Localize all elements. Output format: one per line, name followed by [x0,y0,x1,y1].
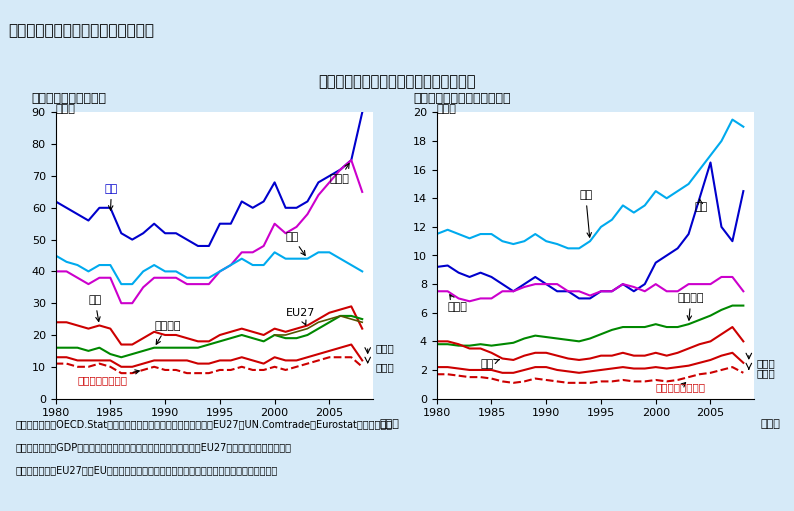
Text: 日本（輸出のみ）: 日本（輸出のみ） [78,370,139,385]
Text: 英国: 英国 [579,190,592,237]
Text: （％）: （％） [437,104,457,114]
Text: アメリカ: アメリカ [677,293,704,320]
Text: 日本: 日本 [88,295,102,321]
Text: 第２－１－９図　貿易開放度の推移: 第２－１－９図 貿易開放度の推移 [8,23,154,38]
Text: 韓国: 韓国 [105,184,118,210]
Text: 日本の貿易開放度は各国と比較して低い: 日本の貿易開放度は各国と比較して低い [318,74,476,89]
Text: 日本（輸出のみ）: 日本（輸出のみ） [656,382,706,392]
X-axis label: （年）: （年） [760,419,781,429]
Text: （備考）　１．OECD.Stat、内閣府「国民経済計算」により作成、EU27はUN.Comtrade、Eurostatにより作成。: （備考） １．OECD.Stat、内閣府「国民経済計算」により作成、EU27はU… [16,419,393,429]
Text: 韓国: 韓国 [694,199,707,212]
Text: （１）財の貿易開放度: （１）財の貿易開放度 [32,92,106,105]
Text: 輸出分: 輸出分 [376,362,394,372]
X-axis label: （年）: （年） [379,419,399,429]
Text: EU27: EU27 [286,308,315,325]
Text: ドイツ: ドイツ [448,295,468,312]
Text: 輸出分: 輸出分 [757,368,775,378]
Text: 日本: 日本 [480,359,499,369]
Text: 輸入分: 輸入分 [376,343,394,353]
Text: 輸入分: 輸入分 [757,358,775,368]
Text: 英国: 英国 [286,231,305,256]
Text: ３．EU27は、EU域外との貿易に関する開放度を算出（域内貿易は除いている）。: ３．EU27は、EU域外との貿易に関する開放度を算出（域内貿易は除いている）。 [16,465,278,475]
Text: （２）サービスの貿易開放度: （２）サービスの貿易開放度 [413,92,511,105]
Text: （％）: （％） [56,104,75,114]
Text: ドイツ: ドイツ [330,164,349,184]
Text: ２．GDP、輸出入額は名目、自国通貨ベースより計算。EU27についてはドルベース。: ２．GDP、輸出入額は名目、自国通貨ベースより計算。EU27についてはドルベース… [16,442,292,452]
Text: アメリカ: アメリカ [154,320,181,344]
